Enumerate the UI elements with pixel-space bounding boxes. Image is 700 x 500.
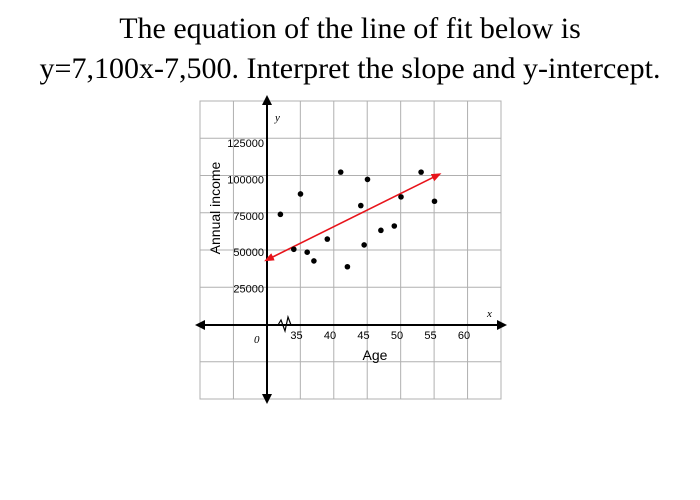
data-point xyxy=(358,202,364,209)
data-point xyxy=(291,246,297,253)
data-point xyxy=(418,169,424,175)
data-point xyxy=(337,169,344,175)
y-tick-label: 100000 xyxy=(227,174,264,186)
question-title-line-1: The equation of the line of fit below is xyxy=(119,12,581,45)
data-point xyxy=(304,249,311,255)
x-tick-label: 45 xyxy=(357,330,369,342)
y-tick-label: 125000 xyxy=(227,138,264,150)
origin-label: 0 xyxy=(254,334,260,346)
data-point xyxy=(391,223,398,229)
x-tick-label: 50 xyxy=(391,330,403,342)
data-point xyxy=(324,236,331,242)
data-point xyxy=(297,191,304,197)
data-point xyxy=(364,176,371,183)
data-point xyxy=(344,263,351,270)
question-title-line-2: y=7,100x-7,500. Interpret the slope and … xyxy=(39,52,661,85)
x-axis-break xyxy=(277,314,292,334)
x-tick-label: 35 xyxy=(290,330,302,342)
y-tick-label: 50000 xyxy=(233,247,264,259)
data-point xyxy=(431,198,438,205)
y-tick-label: 75000 xyxy=(233,211,264,223)
data-point xyxy=(361,242,367,248)
x-tick-label: 55 xyxy=(424,330,436,342)
data-point xyxy=(378,227,384,234)
y-axis-letter: y xyxy=(274,112,280,124)
x-tick-label: 40 xyxy=(324,330,336,342)
y-tick-label: 25000 xyxy=(233,284,264,296)
x-axis-letter: x xyxy=(486,308,492,320)
y-axis-label: Annual income xyxy=(207,161,223,254)
x-axis-label: Age xyxy=(363,347,388,363)
data-point xyxy=(277,211,284,218)
x-tick-label: 60 xyxy=(458,330,470,342)
data-point xyxy=(398,194,404,200)
data-point xyxy=(311,258,317,264)
line-of-fit xyxy=(264,173,442,262)
